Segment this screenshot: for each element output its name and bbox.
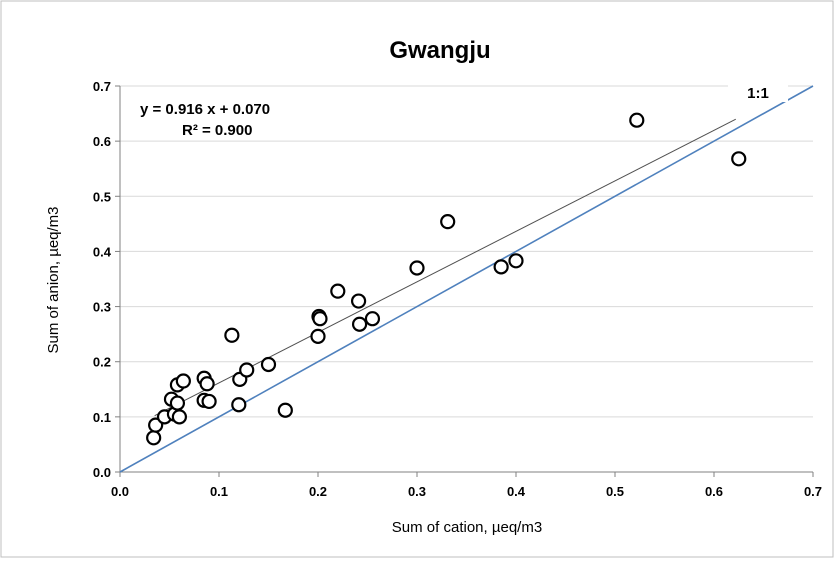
one-to-one-label: 1:1 bbox=[747, 85, 769, 102]
one-to-one-label-bg bbox=[728, 80, 788, 102]
data-point bbox=[231, 397, 247, 413]
data-point bbox=[201, 393, 217, 410]
data-point bbox=[409, 260, 425, 276]
data-point bbox=[312, 311, 328, 327]
data-point bbox=[440, 214, 456, 230]
gridlines bbox=[120, 85, 813, 418]
x-tick-label: 0.0 bbox=[111, 484, 129, 499]
data-point bbox=[493, 259, 509, 275]
data-point bbox=[175, 373, 191, 389]
data-point bbox=[169, 395, 186, 411]
regression-equation: y = 0.916 x + 0.070 bbox=[140, 101, 270, 118]
x-axis-label: Sum of cation, µeq/m3 bbox=[392, 519, 542, 536]
y-tick-label: 0.5 bbox=[93, 189, 111, 204]
data-point bbox=[277, 402, 293, 418]
y-tick-label: 0.7 bbox=[93, 79, 111, 94]
data-point bbox=[199, 376, 215, 392]
data-point bbox=[350, 293, 367, 309]
data-point bbox=[146, 430, 162, 446]
data-point bbox=[224, 327, 240, 343]
data-point bbox=[330, 283, 346, 299]
y-tick-label: 0.0 bbox=[93, 465, 111, 480]
x-tick-label: 0.5 bbox=[606, 484, 624, 499]
data-point bbox=[310, 328, 326, 344]
y-axis-label: Sum of anion, µeq/m3 bbox=[45, 206, 62, 353]
axes bbox=[115, 85, 814, 477]
x-tick-label: 0.1 bbox=[210, 484, 228, 499]
data-point bbox=[260, 356, 277, 373]
data-point bbox=[351, 316, 368, 332]
data-point bbox=[731, 151, 747, 167]
y-tick-label: 0.3 bbox=[93, 300, 111, 315]
data-point bbox=[364, 311, 381, 327]
y-tick-label: 0.4 bbox=[93, 244, 112, 259]
chart-title: Gwangju bbox=[389, 37, 490, 64]
data-points bbox=[146, 112, 747, 446]
x-tick-label: 0.4 bbox=[507, 484, 526, 499]
x-tick-label: 0.3 bbox=[408, 484, 426, 499]
x-tick-label: 0.7 bbox=[804, 484, 822, 499]
data-point bbox=[239, 362, 255, 378]
y-tick-label: 0.2 bbox=[93, 355, 111, 370]
data-point bbox=[171, 409, 187, 425]
y-tick-label: 0.6 bbox=[93, 134, 111, 149]
y-tick-label: 0.1 bbox=[93, 410, 111, 425]
x-tick-label: 0.2 bbox=[309, 484, 327, 499]
data-point bbox=[508, 253, 524, 269]
regression-r-squared: R² = 0.900 bbox=[182, 122, 252, 139]
data-point bbox=[629, 112, 645, 128]
tick-labels: 0.0 0.1 0.2 0.3 0.4 0.5 0.6 0.7 0.0 0.1 0.2 0.3 0.4 0… bbox=[93, 79, 822, 499]
x-tick-label: 0.6 bbox=[705, 484, 723, 499]
